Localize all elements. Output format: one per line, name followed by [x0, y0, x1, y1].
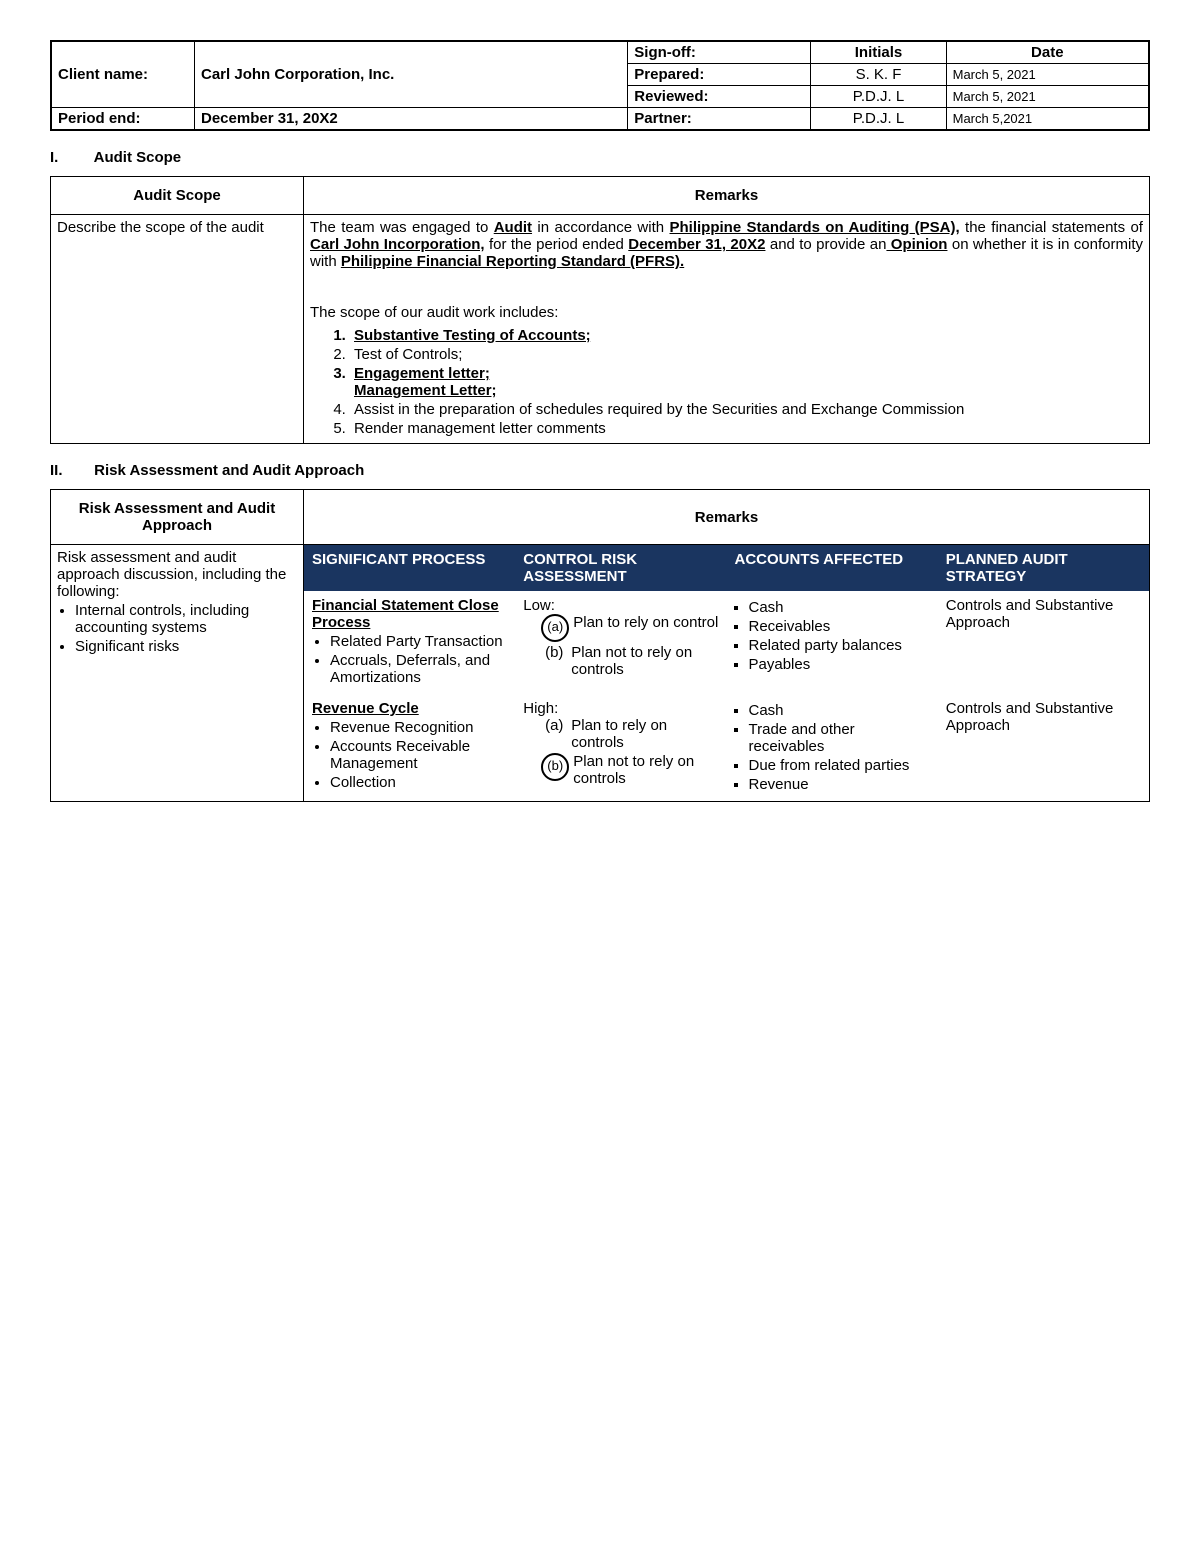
- risk-col2: Remarks: [304, 490, 1150, 545]
- risk-left-b2: Significant risks: [75, 638, 297, 655]
- scope-li1: Substantive Testing of Accounts;: [354, 327, 591, 344]
- scope-li2: Test of Controls;: [354, 346, 462, 363]
- risk-left-intro: Risk assessment and audit approach discu…: [57, 549, 297, 600]
- section-1-heading: I. Audit Scope: [50, 149, 1150, 166]
- signoff-label: Sign-off:: [628, 41, 811, 64]
- client-label: Client name:: [51, 41, 195, 108]
- scope-paragraph: The team was engaged to Audit in accorda…: [310, 219, 1143, 270]
- circle-icon: (b): [541, 753, 569, 781]
- risk-left-list: Internal controls, including accounting …: [75, 602, 297, 655]
- hdr-control: CONTROL RISK ASSESSMENT: [515, 545, 726, 591]
- r2-strategy: Controls and Substantive Approach: [938, 694, 1149, 801]
- risk-left-b1: Internal controls, including accounting …: [75, 602, 297, 636]
- risk-row-1: Financial Statement Close Process Relate…: [304, 591, 1149, 694]
- section-2-heading: II. Risk Assessment and Audit Approach: [50, 462, 1150, 479]
- r2-control: High: (a) Plan to rely on controls (b) P…: [515, 694, 726, 801]
- partner-initials: P.D.J. L: [811, 108, 946, 131]
- period-label: Period end:: [51, 108, 195, 131]
- section-2-title: Risk Assessment and Audit Approach: [94, 462, 364, 479]
- hdr-accounts: ACCOUNTS AFFECTED: [727, 545, 938, 591]
- scope-li5: Render management letter comments: [354, 420, 606, 437]
- prepared-label: Prepared:: [628, 64, 811, 86]
- header-table: Client name: Carl John Corporation, Inc.…: [50, 40, 1150, 131]
- date-header: Date: [946, 41, 1149, 64]
- risk-left: Risk assessment and audit approach discu…: [51, 545, 304, 802]
- prepared-initials: S. K. F: [811, 64, 946, 86]
- r1-control: Low: (a) Plan to rely on control (b) Pla…: [515, 591, 726, 694]
- r1-accounts: Cash Receivables Related party balances …: [727, 591, 938, 694]
- scope-col2: Remarks: [304, 177, 1150, 215]
- scope-li4: Assist in the preparation of schedules r…: [354, 401, 964, 418]
- period-value: December 31, 20X2: [195, 108, 628, 131]
- hdr-process: SIGNIFICANT PROCESS: [304, 545, 515, 591]
- scope-left: Describe the scope of the audit: [51, 215, 304, 444]
- risk-row-2: Revenue Cycle Revenue Recognition Accoun…: [304, 694, 1149, 801]
- r1-strategy: Controls and Substantive Approach: [938, 591, 1149, 694]
- section-1-title: Audit Scope: [94, 149, 182, 166]
- hdr-strategy: PLANNED AUDIT STRATEGY: [938, 545, 1149, 591]
- risk-inner-header: SIGNIFICANT PROCESS CONTROL RISK ASSESSM…: [304, 545, 1149, 591]
- reviewed-initials: P.D.J. L: [811, 86, 946, 108]
- prepared-date: March 5, 2021: [946, 64, 1149, 86]
- client-value: Carl John Corporation, Inc.: [195, 41, 628, 108]
- scope-li3a: Engagement letter;: [354, 365, 490, 382]
- scope-col1: Audit Scope: [51, 177, 304, 215]
- audit-scope-table: Audit Scope Remarks Describe the scope o…: [50, 176, 1150, 444]
- risk-remarks: SIGNIFICANT PROCESS CONTROL RISK ASSESSM…: [304, 545, 1150, 802]
- circle-icon: (a): [541, 614, 569, 642]
- section-2-num: II.: [50, 462, 90, 479]
- r2-accounts: Cash Trade and other receivables Due fro…: [727, 694, 938, 801]
- initials-header: Initials: [811, 41, 946, 64]
- scope-remarks: The team was engaged to Audit in accorda…: [304, 215, 1150, 444]
- reviewed-label: Reviewed:: [628, 86, 811, 108]
- risk-table: Risk Assessment and Audit Approach Remar…: [50, 489, 1150, 802]
- partner-label: Partner:: [628, 108, 811, 131]
- reviewed-date: March 5, 2021: [946, 86, 1149, 108]
- scope-list: Substantive Testing of Accounts; Test of…: [310, 327, 1143, 439]
- r2-process: Revenue Cycle Revenue Recognition Accoun…: [304, 694, 515, 801]
- section-1-num: I.: [50, 149, 90, 166]
- r1-process: Financial Statement Close Process Relate…: [304, 591, 515, 694]
- risk-inner-table: SIGNIFICANT PROCESS CONTROL RISK ASSESSM…: [304, 545, 1149, 801]
- partner-date: March 5,2021: [946, 108, 1149, 131]
- scope-list-intro: The scope of our audit work includes:: [310, 304, 1143, 321]
- risk-col1: Risk Assessment and Audit Approach: [51, 490, 304, 545]
- scope-li3b: Management Letter;: [354, 382, 497, 399]
